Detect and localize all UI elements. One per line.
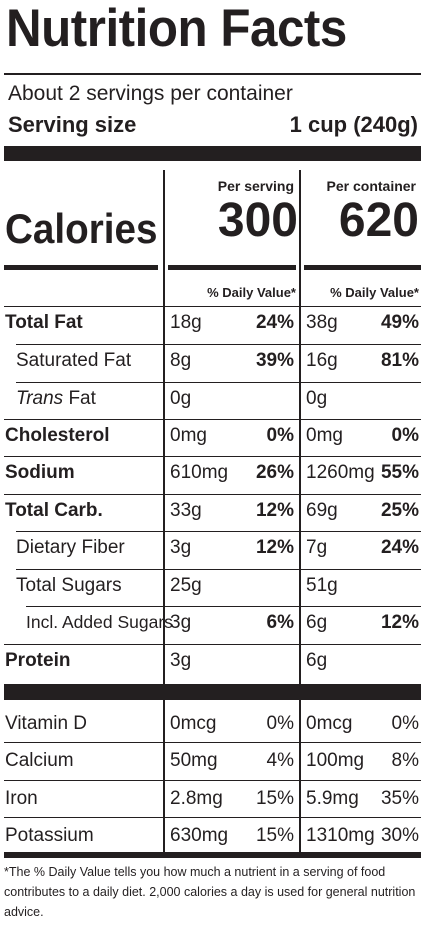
nutrient-name: Cholesterol [5,425,110,446]
row-divider [16,569,421,570]
title-rule [4,73,421,75]
container-amount: 100mg [306,750,365,771]
row-divider [16,382,421,383]
container-amount: 6g [306,612,328,633]
container-dv: 0% [391,713,419,734]
serving-thick-rule [4,146,421,161]
container-amount: 69g [306,500,338,521]
vitamin-name: Calcium [5,750,74,771]
serving-dv: 15% [255,788,294,809]
vitamin-name: Vitamin D [5,713,88,734]
serving-amount: 0g [170,388,192,409]
container-amount: 1260mg [306,462,375,483]
serving-size-row: Serving size 1 cup (240g) [8,112,418,138]
serving-dv: 0% [266,713,294,734]
nutrient-name: Trans Fat [16,388,96,409]
nutrient-name: Saturated Fat [16,350,132,371]
container-dv: 35% [380,788,419,809]
servings-per-container: About 2 servings per container [8,82,293,105]
col-header-per-container: Per container [326,178,416,194]
nutrient-name: Incl. Added Sugars [26,612,173,632]
calories-per-serving: 300 [217,194,298,247]
calories-rule-c [304,265,421,270]
nutrient-name: Total Carb. [5,500,103,521]
container-amount: 7g [306,537,328,558]
serving-amount: 50mg [170,750,218,771]
vitamin-name: Iron [5,788,38,809]
row-divider [4,742,421,743]
serving-amount: 3g [170,650,192,671]
serving-amount: 2.8mg [170,788,223,809]
serving-dv: 12% [255,500,294,521]
serving-amount: 3g [170,537,192,558]
container-amount: 51g [306,575,338,596]
container-dv: 12% [380,612,419,633]
serving-dv: 39% [255,350,294,371]
row-divider [16,531,421,532]
serving-size-value: 1 cup (240g) [289,112,418,137]
label-title: Nutrition Facts [6,0,347,58]
dv-header-container: % Daily Value* [330,285,419,300]
container-amount: 1310mg [306,825,375,846]
serving-dv: 24% [255,312,294,333]
nutrient-name: Dietary Fiber [16,537,125,558]
container-dv: 49% [380,312,419,333]
container-dv: 0% [391,425,419,446]
calories-rule-a [4,265,158,270]
container-amount: 5.9mg [306,788,359,809]
container-amount: 6g [306,650,328,671]
serving-amount: 630mg [170,825,229,846]
serving-amount: 0mcg [170,713,217,734]
row-divider [4,780,421,781]
container-dv: 25% [380,500,419,521]
serving-amount: 25g [170,575,202,596]
serving-amount: 33g [170,500,202,521]
serving-dv: 12% [255,537,294,558]
container-dv: 30% [380,825,419,846]
container-dv: 24% [380,537,419,558]
vitamin-thick-rule [4,684,421,700]
row-divider [4,644,421,645]
row-divider [4,456,421,457]
serving-dv: 0% [266,425,294,446]
serving-size-label: Serving size [8,112,137,137]
serving-dv: 15% [255,825,294,846]
serving-amount: 610mg [170,462,229,483]
col-header-per-serving: Per serving [217,178,294,194]
row-divider [4,494,421,495]
row-divider [4,306,421,307]
serving-amount: 18g [170,312,202,333]
serving-dv: 6% [266,612,294,633]
nutrient-name: Sodium [5,462,75,483]
vitamin-name: Potassium [5,825,94,846]
calories-rule-b [168,265,296,270]
container-amount: 0mg [306,425,343,446]
container-amount: 38g [306,312,338,333]
row-divider [16,344,421,345]
footnote: *The % Daily Value tells you how much a … [4,865,416,919]
dv-header-serving: % Daily Value* [207,285,296,300]
serving-dv: 4% [266,750,294,771]
row-divider [4,817,421,818]
nutrient-name: Total Fat [5,312,83,333]
footnote-rule [4,852,421,858]
container-dv: 55% [380,462,419,483]
serving-amount: 0mg [170,425,207,446]
nutrient-name: Protein [5,650,71,671]
container-amount: 0mcg [306,713,353,734]
column-divider-left [163,170,165,855]
container-dv: 8% [391,750,419,771]
container-dv: 81% [380,350,419,371]
container-amount: 16g [306,350,338,371]
nutrient-name: Total Sugars [16,575,122,596]
calories-per-container: 620 [338,194,419,247]
calories-label: Calories [5,205,158,252]
serving-amount: 3g [170,612,192,633]
column-divider-right [299,170,301,855]
container-amount: 0g [306,388,328,409]
serving-amount: 8g [170,350,192,371]
row-divider [26,606,421,607]
serving-dv: 26% [255,462,294,483]
row-divider [4,419,421,420]
